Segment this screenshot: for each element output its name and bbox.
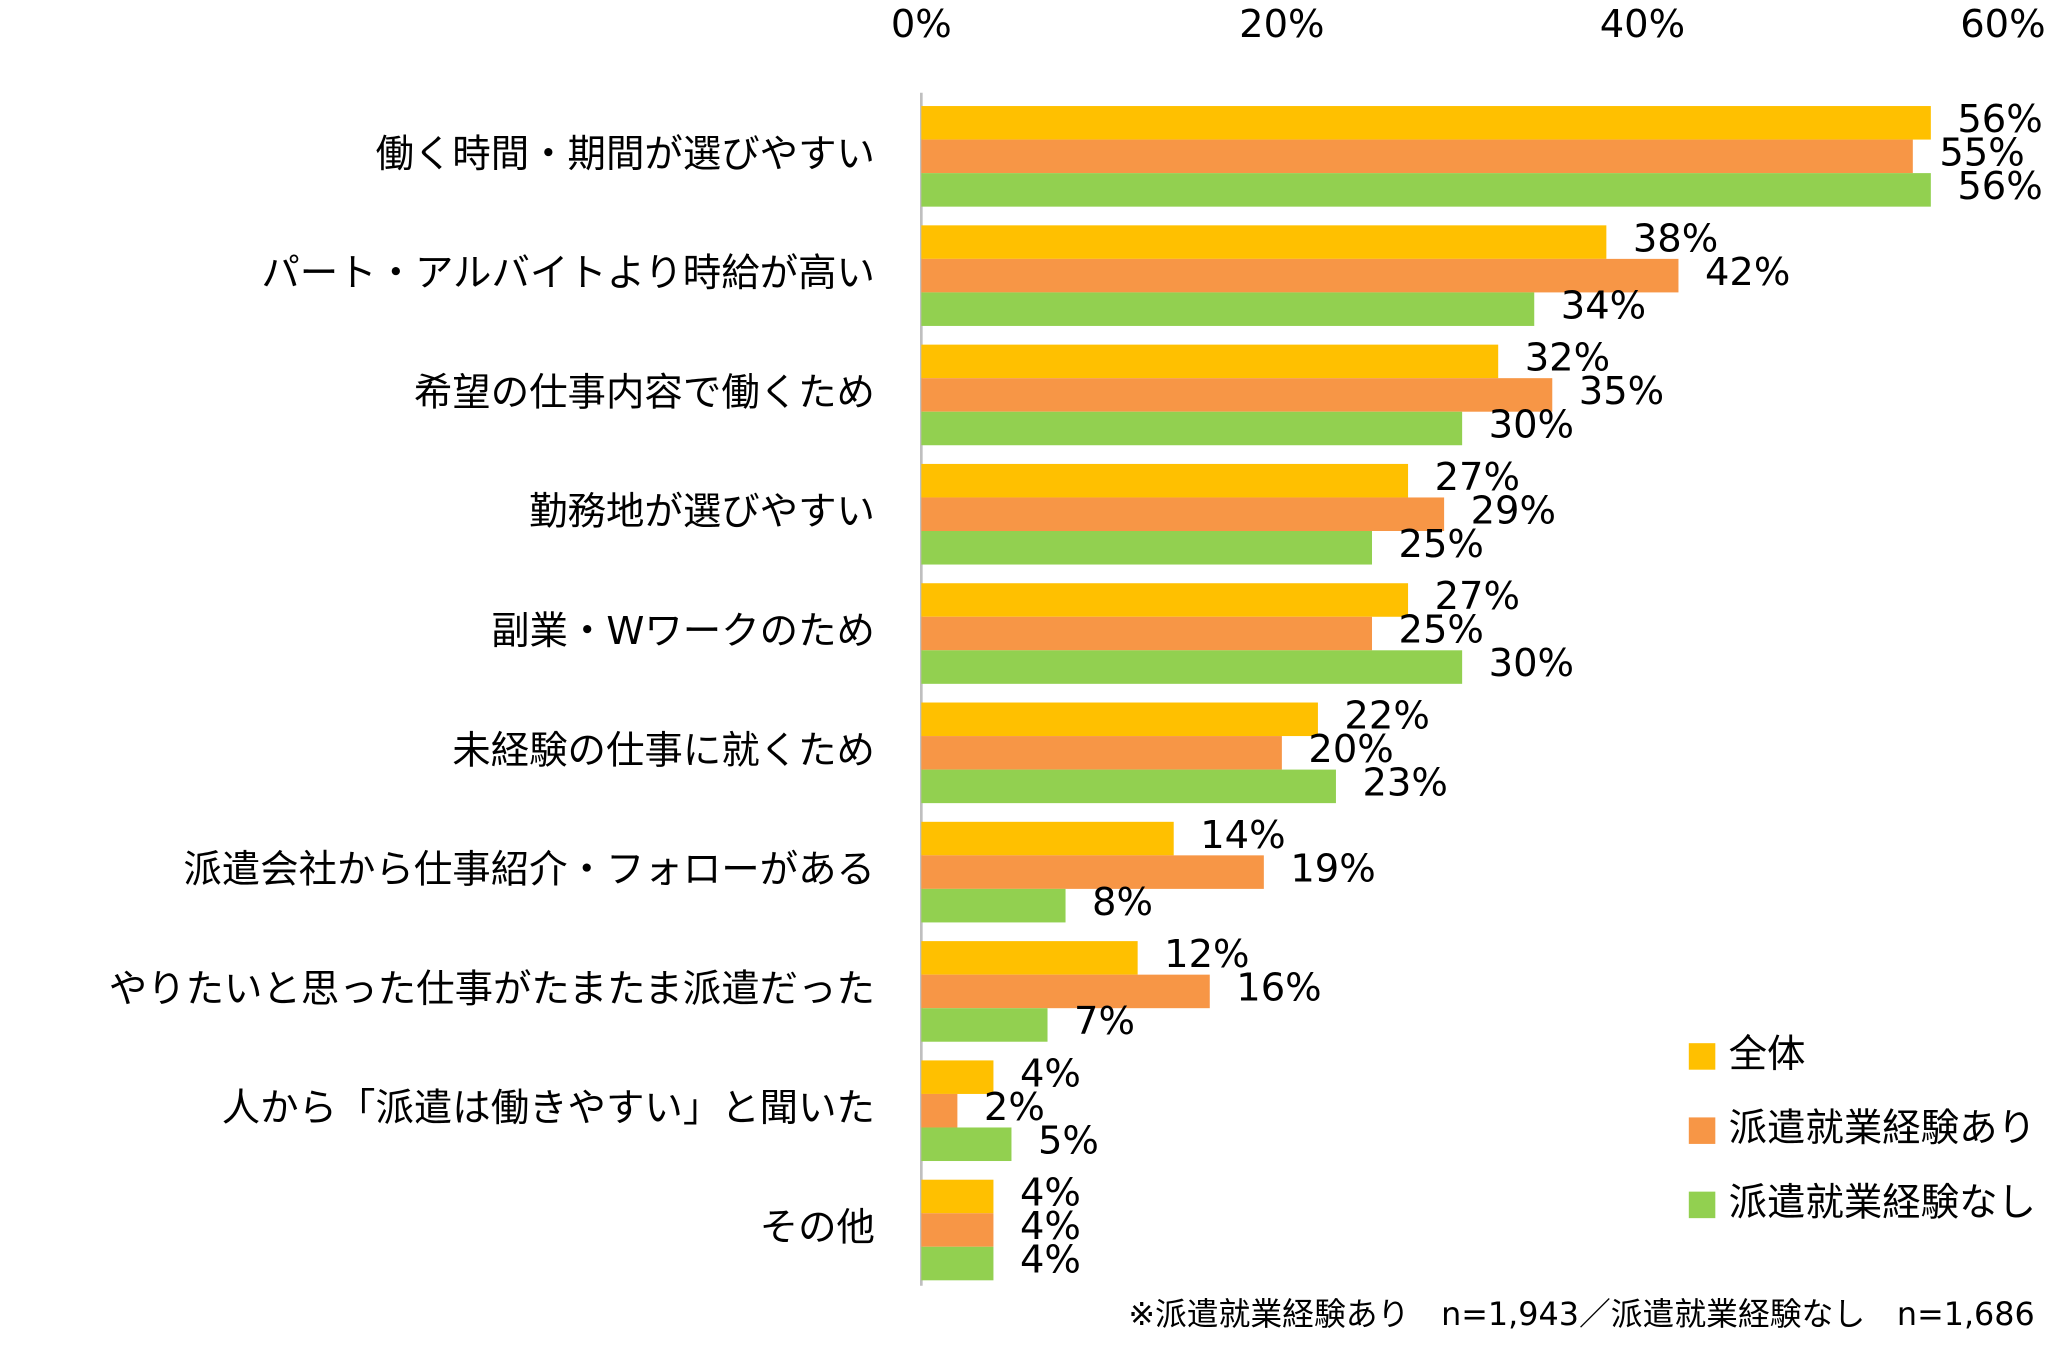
data-label: 34% <box>1561 283 1646 328</box>
data-label: 56% <box>1957 164 2042 209</box>
bar <box>921 736 1282 770</box>
bar <box>921 702 1318 737</box>
data-label: 4% <box>1020 1204 1081 1249</box>
data-label: 25% <box>1399 608 1484 653</box>
bar <box>921 1179 994 1214</box>
bar <box>921 888 1066 923</box>
data-label: 22% <box>1344 693 1429 738</box>
x-tick-label: 20% <box>1239 2 1324 47</box>
y-tick-label: その他 <box>760 1206 875 1251</box>
bar <box>921 258 1679 293</box>
y-tick-label: 働く時間・期間が選びやすい <box>375 132 874 177</box>
bar <box>921 941 1138 975</box>
data-label: 23% <box>1362 761 1447 806</box>
bar <box>921 1060 994 1094</box>
bar <box>921 769 1336 804</box>
data-label: 16% <box>1236 966 1321 1011</box>
y-tick-label: やりたいと思った仕事がたまたま派遣だった <box>109 967 875 1012</box>
legend-swatch <box>1688 1043 1716 1070</box>
bar <box>921 292 1535 326</box>
data-label: 29% <box>1471 488 1556 533</box>
footnote: ※派遣就業経験あり n=1,943／派遣就業経験なし n=1,686 <box>1128 1295 2034 1333</box>
data-label: 38% <box>1633 216 1718 261</box>
bar <box>921 378 1553 412</box>
bar <box>921 463 1409 498</box>
legend-label: 派遣就業経験なし <box>1729 1180 2036 1225</box>
bar <box>921 497 1445 532</box>
bar <box>921 344 1499 379</box>
x-tick-label: 40% <box>1600 2 1685 47</box>
data-label: 4% <box>1020 1051 1081 1096</box>
data-label: 35% <box>1579 369 1664 414</box>
bar <box>921 1127 1012 1162</box>
y-tick-label: 希望の仕事内容で働くため <box>414 370 875 415</box>
data-label: 8% <box>1092 880 1153 925</box>
data-label: 12% <box>1164 932 1249 977</box>
bar <box>921 616 1373 651</box>
x-tick-label: 0% <box>891 2 952 47</box>
legend-swatch <box>1688 1117 1716 1144</box>
data-label: 30% <box>1489 403 1574 448</box>
bar <box>921 225 1607 259</box>
bar <box>921 411 1463 446</box>
bar <box>921 1093 958 1128</box>
legend-label: 全体 <box>1729 1032 1806 1077</box>
y-tick-label: 派遣会社から仕事紹介・フォローがある <box>183 848 875 893</box>
data-label: 55% <box>1939 131 2024 176</box>
bar <box>921 821 1174 856</box>
bar <box>921 650 1463 684</box>
data-label: 7% <box>1074 999 1135 1044</box>
data-label: 32% <box>1525 336 1610 381</box>
y-tick-label: パート・アルバイトより時給が高い <box>261 251 875 296</box>
y-tick-label: 勤務地が選びやすい <box>529 490 875 535</box>
bar <box>921 139 1913 174</box>
bar <box>921 583 1409 617</box>
data-label: 27% <box>1435 574 1520 619</box>
data-label: 42% <box>1705 250 1790 295</box>
data-label: 5% <box>1038 1118 1099 1163</box>
data-label: 27% <box>1435 455 1520 500</box>
bar <box>921 531 1373 565</box>
data-label: 2% <box>984 1085 1045 1130</box>
y-tick-label: 人から「派遣は働きやすい」と聞いた <box>222 1086 875 1131</box>
data-label: 4% <box>1020 1238 1081 1283</box>
bar <box>921 1246 994 1281</box>
bar <box>921 974 1210 1009</box>
data-label: 20% <box>1308 727 1393 772</box>
data-label: 4% <box>1020 1171 1081 1216</box>
bar <box>921 855 1264 889</box>
y-tick-label: 未経験の仕事に就くため <box>452 728 875 773</box>
bar <box>921 1008 1048 1042</box>
bar <box>921 106 1931 140</box>
data-label: 25% <box>1399 522 1484 567</box>
data-label: 56% <box>1957 97 2042 142</box>
data-label: 14% <box>1200 813 1285 858</box>
bar <box>921 173 1931 207</box>
legend-label: 派遣就業経験あり <box>1729 1106 2036 1151</box>
y-tick-label: 副業・Wワークのため <box>491 609 875 654</box>
legend-swatch <box>1688 1191 1716 1219</box>
data-label: 19% <box>1290 846 1375 891</box>
x-tick-label: 60% <box>1960 2 2045 47</box>
data-label: 30% <box>1489 641 1574 686</box>
bar <box>921 1213 994 1247</box>
